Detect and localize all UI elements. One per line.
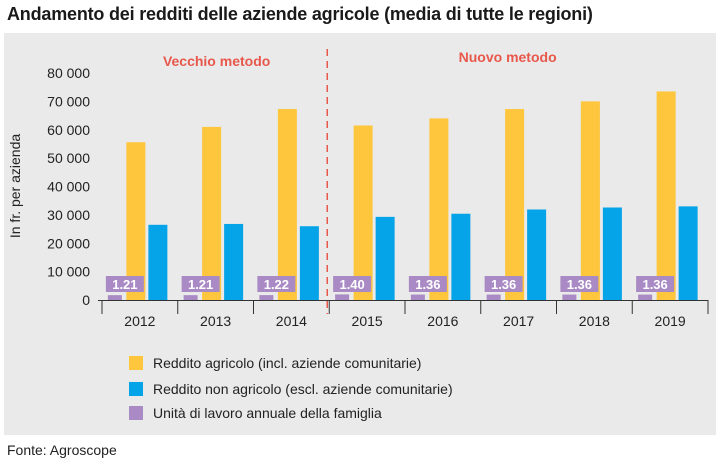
y-tick-label: 70 000 bbox=[47, 93, 90, 109]
x-tick-label-2015: 2015 bbox=[352, 313, 383, 329]
bar-unita-lavoro-2016 bbox=[410, 294, 425, 300]
y-tick-label: 40 000 bbox=[47, 179, 90, 195]
bar-reddito-agricolo-2012 bbox=[126, 142, 146, 300]
legend-item-unita-lavoro: Unità di lavoro annuale della famiglia bbox=[129, 405, 382, 421]
x-tick-label-2013: 2013 bbox=[200, 313, 231, 329]
bar-reddito-agricolo-2015 bbox=[353, 125, 373, 301]
y-tick-label: 60 000 bbox=[47, 122, 90, 138]
bar-unita-lavoro-2019 bbox=[638, 294, 653, 300]
chart-title: Andamento dei redditi delle aziende agri… bbox=[7, 4, 593, 24]
bar-reddito-agricolo-2013 bbox=[202, 126, 222, 300]
work-unit-label-2015: 1.40 bbox=[339, 277, 364, 292]
work-unit-label-2016: 1.36 bbox=[415, 277, 440, 292]
work-unit-label-2018: 1.36 bbox=[567, 277, 592, 292]
y-tick-label: 30 000 bbox=[47, 207, 90, 223]
y-tick-label: 50 000 bbox=[47, 150, 90, 166]
old-method-label: Vecchio metodo bbox=[163, 53, 270, 69]
bar-reddito-non-agricolo-2012 bbox=[148, 224, 168, 300]
legend-swatch-reddito-non-agricolo bbox=[129, 382, 143, 396]
x-tick-label-2018: 2018 bbox=[579, 313, 610, 329]
bar-unita-lavoro-2012 bbox=[107, 295, 122, 300]
bar-reddito-non-agricolo-2017 bbox=[527, 209, 547, 300]
source-note: Fonte: Agroscope bbox=[7, 442, 117, 458]
bar-reddito-agricolo-2016 bbox=[429, 118, 449, 301]
bar-unita-lavoro-2015 bbox=[335, 294, 350, 300]
x-tick-label-2014: 2014 bbox=[276, 313, 307, 329]
legend-item-reddito-non-agricolo: Reddito non agricolo (escl. aziende comu… bbox=[129, 381, 453, 397]
new-method-label: Nuovo metodo bbox=[459, 49, 557, 65]
y-tick-label: 20 000 bbox=[47, 235, 90, 251]
bar-unita-lavoro-2017 bbox=[486, 294, 501, 300]
work-unit-label-box-2013 bbox=[181, 276, 220, 292]
work-unit-label-box-2019 bbox=[636, 276, 675, 292]
bar-unita-lavoro-2013 bbox=[183, 295, 198, 300]
work-unit-label-2014: 1.22 bbox=[264, 277, 289, 292]
bar-reddito-agricolo-2014 bbox=[277, 109, 297, 300]
bar-reddito-non-agricolo-2013 bbox=[224, 223, 244, 300]
legend-swatch-unita-lavoro bbox=[129, 406, 143, 420]
work-unit-label-2019: 1.36 bbox=[642, 277, 667, 292]
bar-reddito-non-agricolo-2018 bbox=[602, 207, 622, 300]
y-tick-label: 80 000 bbox=[47, 65, 90, 81]
work-unit-label-box-2018 bbox=[560, 276, 599, 292]
work-unit-label-box-2015 bbox=[333, 276, 372, 292]
bar-reddito-non-agricolo-2016 bbox=[451, 213, 471, 300]
work-unit-label-2013: 1.21 bbox=[188, 277, 213, 292]
y-axis-label: In fr. per azienda bbox=[7, 134, 23, 239]
bar-reddito-agricolo-2018 bbox=[580, 101, 600, 300]
y-tick-label: 0 bbox=[82, 292, 90, 308]
bar-unita-lavoro-2014 bbox=[259, 295, 274, 300]
x-tick-label-2016: 2016 bbox=[427, 313, 458, 329]
bar-reddito-agricolo-2017 bbox=[505, 109, 525, 300]
work-unit-label-box-2016 bbox=[408, 276, 447, 292]
x-tick-label-2019: 2019 bbox=[655, 313, 686, 329]
work-unit-label-box-2014 bbox=[257, 276, 296, 292]
work-unit-label-2017: 1.36 bbox=[491, 277, 516, 292]
work-unit-label-box-2017 bbox=[484, 276, 523, 292]
x-tick-label-2017: 2017 bbox=[503, 313, 534, 329]
legend-label-reddito-non-agricolo: Reddito non agricolo (escl. aziende comu… bbox=[153, 381, 453, 397]
y-tick-label: 10 000 bbox=[47, 264, 90, 280]
legend-label-unita-lavoro: Unità di lavoro annuale della famiglia bbox=[153, 405, 382, 421]
chart-panel: In fr. per azienda 0 10 000 20 000 30 000 40 … bbox=[4, 33, 716, 435]
legend-label-reddito-agricolo: Reddito agricolo (incl. aziende comunita… bbox=[153, 355, 422, 371]
bar-chart: In fr. per azienda 0 10 000 20 000 30 000 40 … bbox=[7, 49, 709, 329]
work-unit-label-box-2012 bbox=[105, 276, 144, 292]
bar-reddito-agricolo-2019 bbox=[656, 91, 676, 300]
x-tick-label-2012: 2012 bbox=[124, 313, 155, 329]
bar-reddito-non-agricolo-2014 bbox=[299, 226, 319, 300]
bar-reddito-non-agricolo-2015 bbox=[375, 216, 395, 300]
legend-swatch-reddito-agricolo bbox=[129, 356, 143, 370]
work-unit-label-2012: 1.21 bbox=[112, 277, 137, 292]
legend-item-reddito-agricolo: Reddito agricolo (incl. aziende comunita… bbox=[129, 355, 421, 371]
bar-unita-lavoro-2018 bbox=[562, 294, 577, 300]
bar-reddito-non-agricolo-2019 bbox=[678, 206, 698, 300]
